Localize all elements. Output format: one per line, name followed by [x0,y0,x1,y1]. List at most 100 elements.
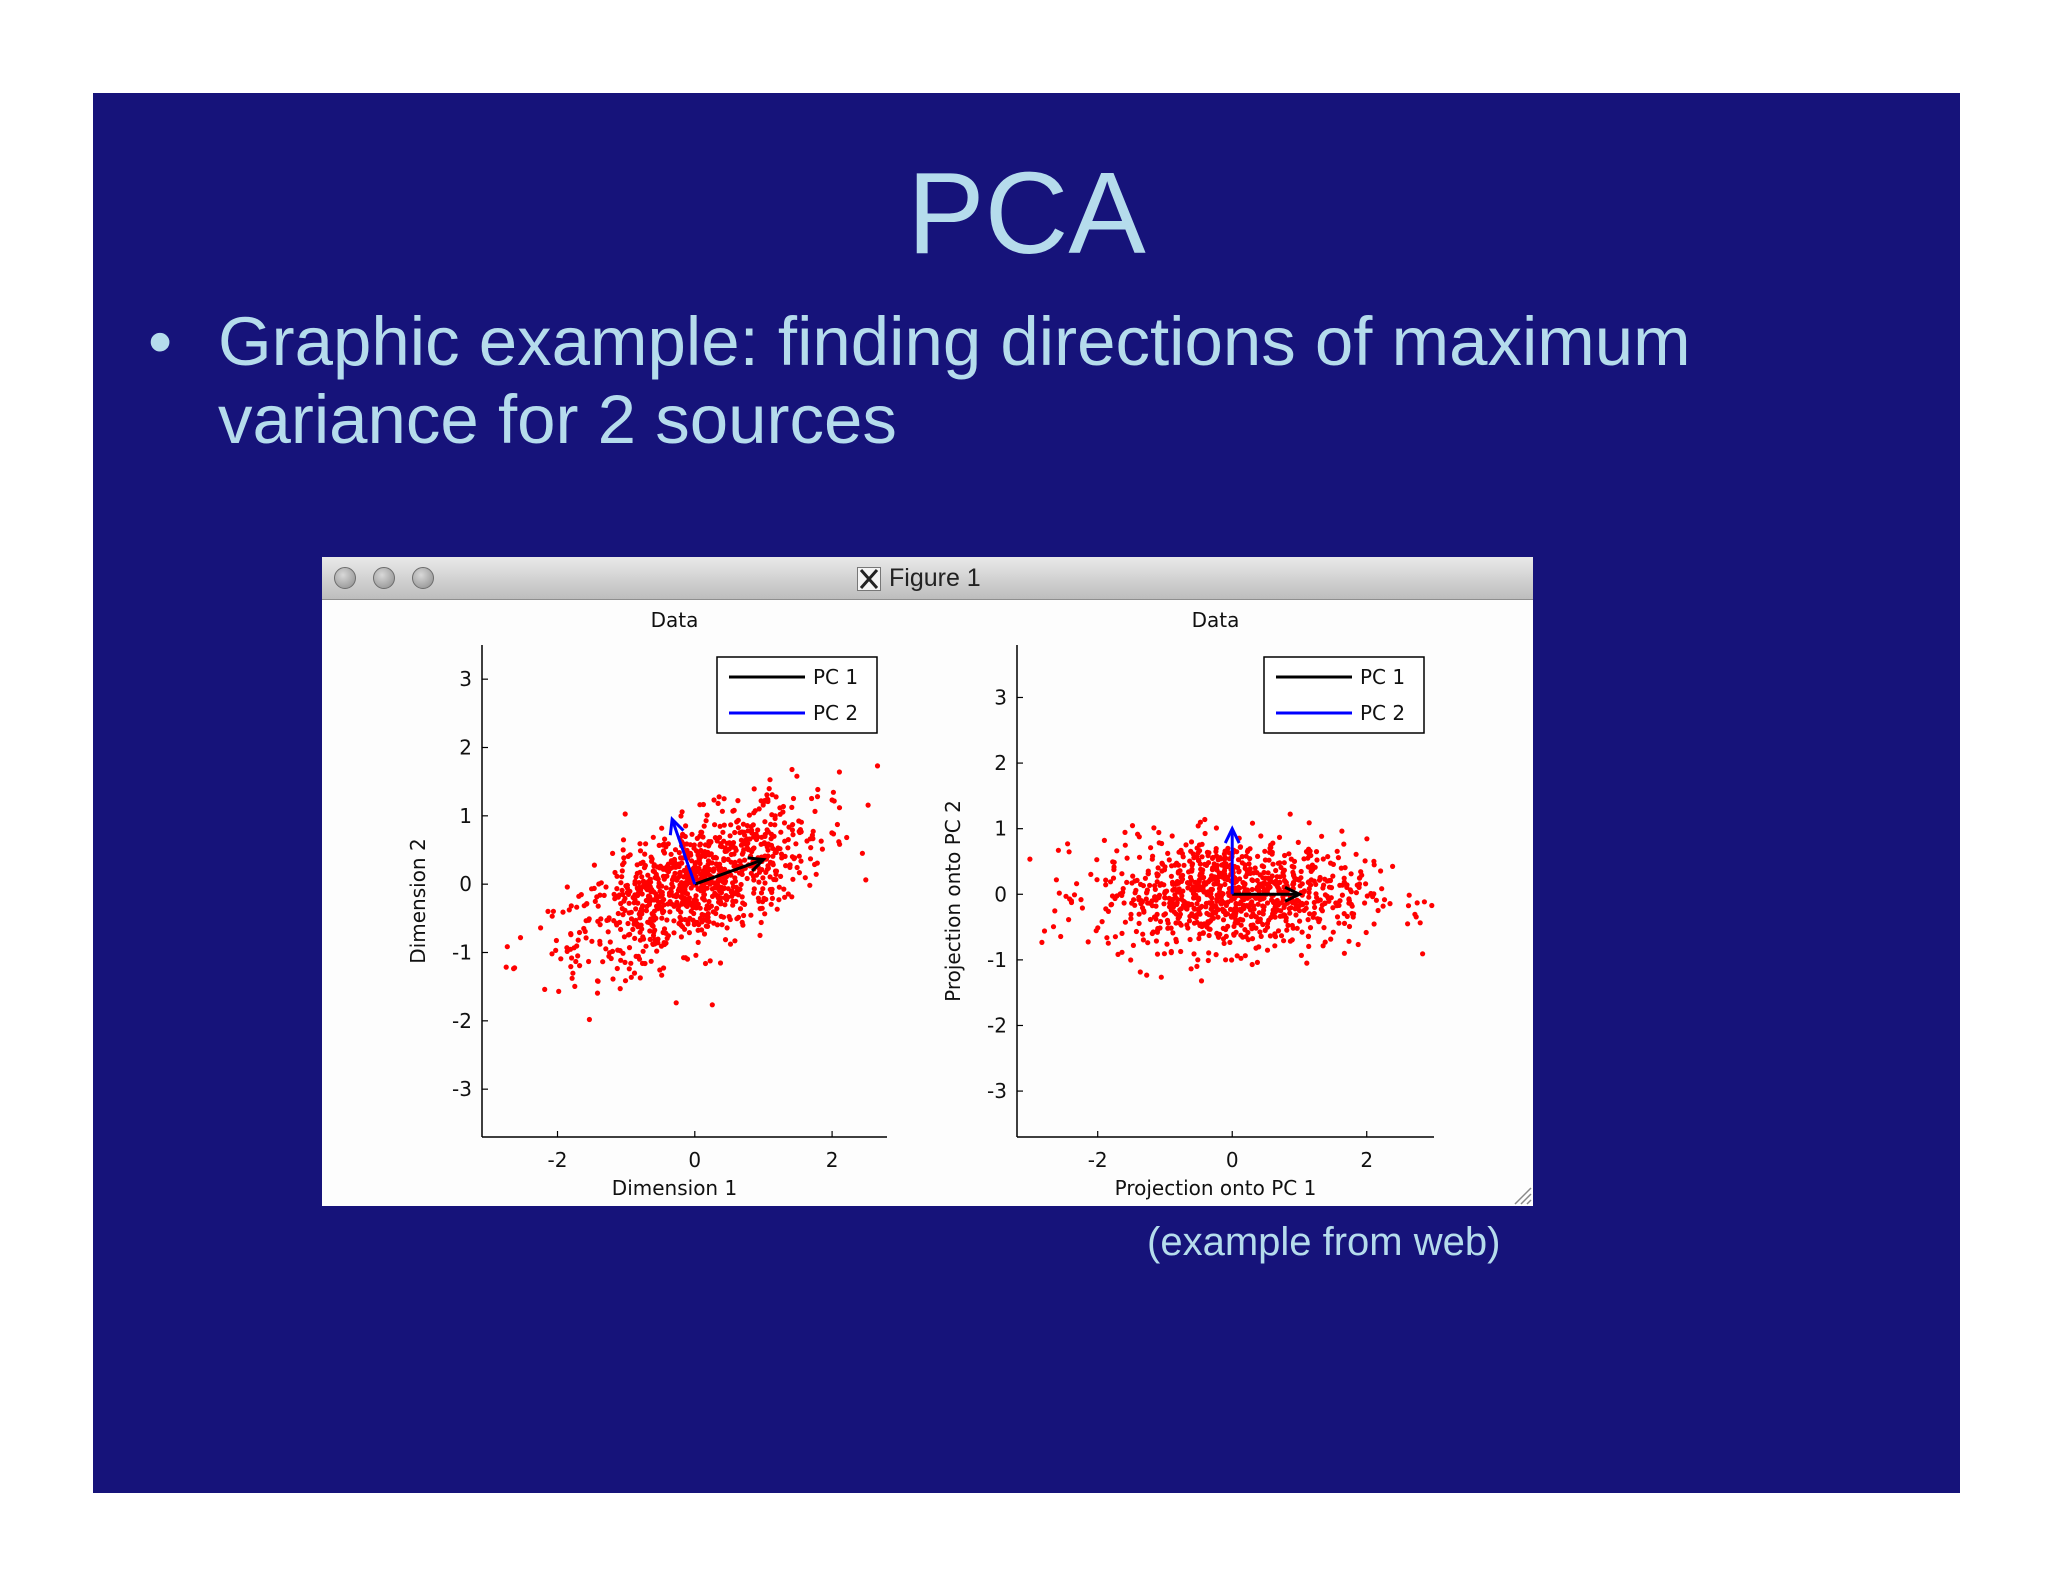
data-point [819,846,825,852]
x-tick-label: 0 [688,1148,701,1172]
data-point [1265,885,1272,891]
zoom-button[interactable] [412,567,434,589]
data-point [1229,957,1235,963]
data-point [1273,878,1279,884]
data-point [654,948,660,954]
data-point [1278,933,1285,939]
data-point [663,885,669,891]
data-point [770,860,776,866]
data-point [1039,939,1045,945]
data-point [1161,901,1167,907]
data-point [650,834,656,840]
data-point [730,902,736,908]
data-point [1173,939,1179,945]
data-point [659,825,665,831]
data-point [1124,879,1130,885]
data-point [705,911,711,917]
data-point [722,937,729,943]
data-point [781,820,788,826]
data-point [1339,828,1345,834]
data-point [679,924,686,930]
data-point [1104,935,1110,941]
data-point [575,937,581,943]
data-point [645,896,651,902]
data-point [1254,959,1260,965]
data-point [1220,917,1227,923]
chart-title: Data [1192,608,1240,632]
data-point [1247,846,1253,852]
data-point [1413,914,1419,920]
data-point [1276,834,1283,840]
data-point [731,807,737,813]
data-point [778,829,784,835]
data-point [735,914,742,920]
data-point [732,859,738,865]
data-point [1341,950,1347,956]
y-tick-label: -1 [452,941,472,965]
data-point [1417,920,1423,926]
data-point [733,847,739,853]
data-point [1110,875,1117,881]
data-point [794,864,800,871]
data-point [1255,853,1261,859]
data-point [637,848,644,854]
minimize-button[interactable] [373,567,395,589]
data-point [789,827,795,833]
data-point [647,936,653,942]
data-point [785,845,791,851]
data-point [722,848,728,854]
data-point [594,894,600,900]
legend-box [716,656,878,734]
data-point [773,794,779,800]
data-point [574,904,580,910]
data-point [622,811,628,817]
data-point [703,818,709,824]
data-point [728,859,734,865]
data-point [1237,844,1243,850]
slide: PCA • Graphic example: finding direction… [93,93,1960,1493]
data-point [637,975,643,981]
data-point [577,963,583,969]
data-point [767,874,773,880]
data-point [699,882,705,888]
bullet-marker: • [148,303,173,380]
resize-grip-icon[interactable] [1509,1182,1533,1206]
data-point [574,943,580,949]
data-point [1168,907,1174,913]
data-point [678,934,684,940]
data-point [1247,856,1253,862]
data-point [1255,901,1261,907]
y-tick-label: 3 [459,667,472,691]
data-point [730,884,736,890]
data-point [741,829,747,835]
data-point [697,833,703,839]
data-point [831,798,837,804]
data-point [1304,960,1310,966]
data-point [627,931,633,937]
close-button[interactable] [334,567,356,589]
data-point [764,844,770,850]
data-point [790,876,796,882]
data-point [836,805,843,811]
data-point [1334,848,1340,854]
data-point [1202,816,1208,823]
data-point [1326,884,1333,890]
data-point [1232,913,1238,919]
data-point [696,854,702,861]
window-titlebar[interactable]: Figure 1 [322,557,1533,600]
data-point [769,895,775,901]
data-point [1258,833,1264,839]
data-point [1381,897,1388,903]
data-point [706,898,712,905]
data-point [758,798,764,804]
data-point [1264,947,1271,953]
data-point [645,919,651,925]
data-point [715,800,721,806]
data-point [1171,886,1177,892]
data-point [636,880,642,886]
data-point [740,849,746,856]
data-point [1198,978,1205,984]
data-point [1128,916,1134,922]
data-point [778,873,784,879]
data-point [1218,883,1224,889]
